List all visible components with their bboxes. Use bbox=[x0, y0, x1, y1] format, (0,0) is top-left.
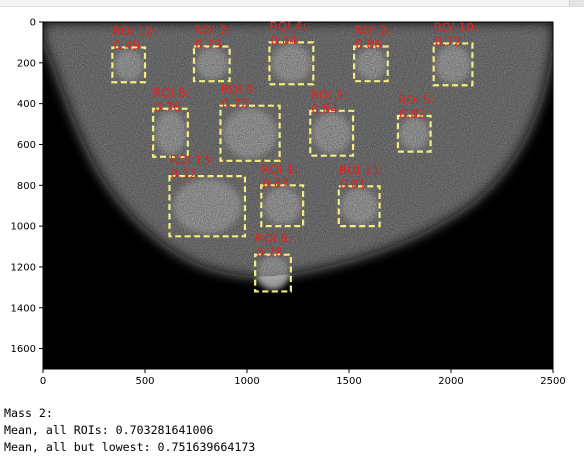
y-tick-label: 800 bbox=[17, 181, 36, 192]
roi-label: ROI 11: bbox=[339, 163, 383, 177]
roi-score: 0.82 bbox=[399, 107, 426, 121]
roi-label: ROI 13: bbox=[169, 153, 213, 167]
roi-box bbox=[268, 41, 315, 86]
roi-box bbox=[111, 46, 147, 84]
roi-label: ROI 9: bbox=[220, 83, 257, 97]
mammogram-image bbox=[43, 22, 553, 290]
roi-box bbox=[260, 184, 305, 228]
roi-box bbox=[192, 45, 231, 83]
roi-box bbox=[309, 109, 355, 157]
y-tick-label: 1600 bbox=[11, 344, 36, 355]
roi-score: 0.84 bbox=[311, 102, 338, 116]
roi-score: 0.81 bbox=[340, 177, 367, 191]
x-tick-label: 1000 bbox=[234, 376, 259, 387]
roi-label: ROI 4: bbox=[269, 19, 306, 33]
roi-score: 0.12 bbox=[170, 167, 197, 181]
y-tick-label: 200 bbox=[17, 58, 36, 69]
roi-score: 0.86 bbox=[355, 37, 382, 51]
scroll-handle[interactable] bbox=[569, 0, 584, 6]
x-axis: 0 500 1000 1500 2000 2500 bbox=[40, 369, 566, 387]
y-tick-label: 0 bbox=[30, 18, 36, 29]
roi-box bbox=[219, 104, 281, 162]
roi-box bbox=[353, 45, 389, 83]
roi-score: 0.78 bbox=[154, 100, 181, 114]
y-tick-label: 1200 bbox=[11, 262, 36, 273]
roi-box bbox=[396, 114, 432, 153]
roi-label: ROI 5: bbox=[398, 93, 435, 107]
x-tick-label: 2500 bbox=[540, 376, 565, 387]
roi-label: ROI 8: bbox=[153, 86, 190, 100]
roi-label: ROI 2: bbox=[354, 23, 391, 37]
roi-label: ROI 6: bbox=[255, 232, 292, 246]
x-tick-label: 500 bbox=[135, 376, 154, 387]
x-tick-label: 2000 bbox=[438, 376, 463, 387]
plot-frame bbox=[42, 21, 554, 370]
roi-label: ROI 3: bbox=[310, 88, 347, 102]
roi-score: 0.79 bbox=[195, 37, 222, 51]
roi-box bbox=[254, 253, 292, 293]
y-tick-label: 1000 bbox=[11, 222, 36, 233]
roi-box bbox=[337, 185, 381, 228]
roi-label: ROI 10: bbox=[434, 20, 478, 34]
y-tick-label: 600 bbox=[17, 140, 36, 151]
mean-all-rois: Mean, all ROIs: 0.703281641006 bbox=[4, 423, 214, 437]
roi-score: 0.78 bbox=[256, 246, 283, 260]
mass-label: Mass 2: bbox=[4, 406, 53, 420]
output-scroll-bar[interactable] bbox=[0, 0, 584, 7]
roi-box bbox=[168, 175, 247, 238]
mean-all-but-lowest: Mean, all but lowest: 0.751639664173 bbox=[4, 440, 256, 454]
x-tick-label: 0 bbox=[40, 376, 46, 387]
roi-score: 0.87 bbox=[262, 176, 289, 190]
roi-label: ROI 1: bbox=[261, 162, 298, 176]
roi-score: 0.72 bbox=[221, 97, 248, 111]
roi-label: ROI 12: bbox=[112, 25, 156, 39]
x-tick-label: 1500 bbox=[336, 376, 361, 387]
y-tick-label: 400 bbox=[17, 99, 36, 110]
y-axis: 0 200 400 600 800 1000 1200 1400 1600 bbox=[11, 18, 43, 355]
tissue-grain bbox=[43, 22, 553, 277]
roi-score: 0.72 bbox=[435, 34, 462, 48]
roi-box bbox=[152, 107, 189, 158]
y-tick-label: 1400 bbox=[11, 303, 36, 314]
roi-box bbox=[432, 42, 474, 87]
cell-output: Mass 2: Mean, all ROIs: 0.703281641006 M… bbox=[4, 405, 255, 456]
roi-label: ROI 7: bbox=[194, 23, 231, 37]
roi-score: 0.49 bbox=[113, 39, 140, 53]
roi-score: 0.84 bbox=[270, 33, 297, 47]
